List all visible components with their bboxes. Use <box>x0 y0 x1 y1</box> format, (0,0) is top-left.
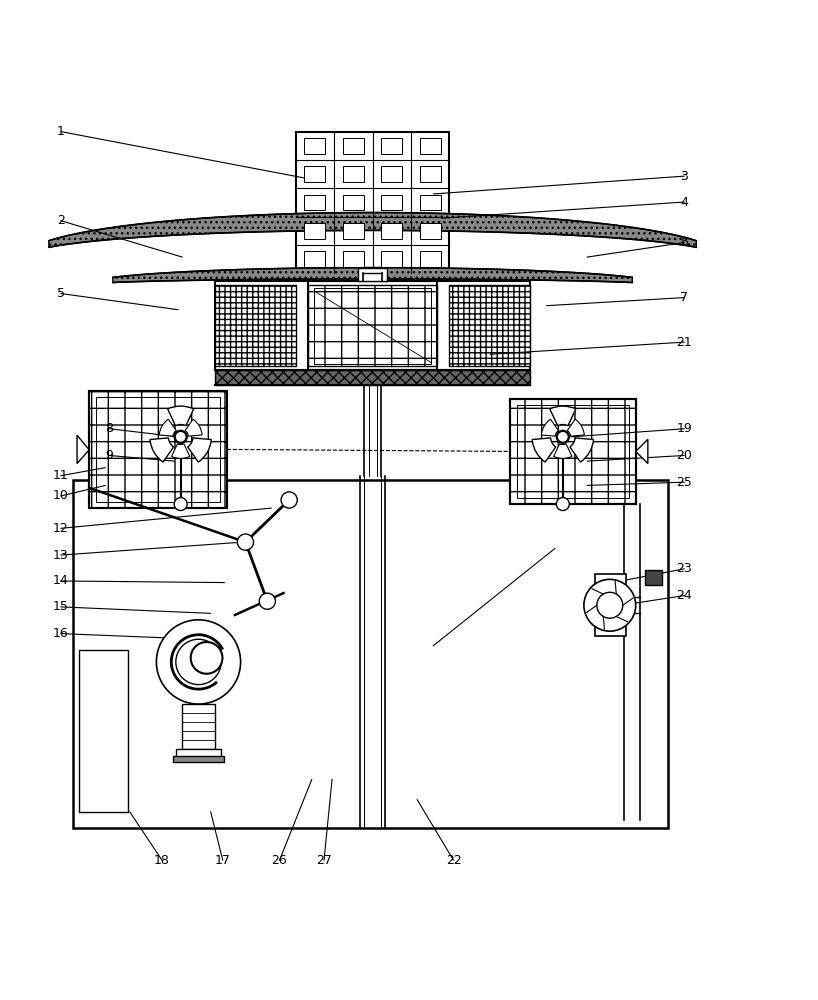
Bar <box>182 704 214 749</box>
Bar <box>214 281 530 370</box>
Circle shape <box>191 642 222 674</box>
Circle shape <box>156 620 240 704</box>
Wedge shape <box>185 419 202 436</box>
Text: 18: 18 <box>154 854 170 867</box>
Bar <box>308 285 438 366</box>
Text: 15: 15 <box>53 600 69 613</box>
Bar <box>304 138 326 154</box>
Bar <box>449 285 530 366</box>
Bar <box>343 251 364 267</box>
Wedge shape <box>554 444 572 458</box>
Text: 7: 7 <box>681 291 688 304</box>
Bar <box>596 574 626 636</box>
Circle shape <box>174 430 187 443</box>
Wedge shape <box>188 438 211 462</box>
Text: 21: 21 <box>676 336 692 349</box>
Wedge shape <box>533 438 555 462</box>
Circle shape <box>259 593 276 609</box>
Text: 19: 19 <box>676 422 692 435</box>
Bar <box>173 756 224 762</box>
Bar <box>89 391 227 508</box>
Text: 17: 17 <box>215 854 231 867</box>
Circle shape <box>556 498 569 511</box>
Wedge shape <box>570 438 594 462</box>
Bar <box>420 251 441 267</box>
Circle shape <box>597 592 622 618</box>
Text: 6: 6 <box>681 236 688 249</box>
Bar <box>381 223 402 239</box>
Bar <box>381 251 402 267</box>
Wedge shape <box>172 444 190 458</box>
Bar <box>420 195 441 210</box>
Bar <box>343 166 364 182</box>
Bar <box>645 570 662 585</box>
Bar <box>343 138 364 154</box>
Text: 10: 10 <box>53 489 69 502</box>
Text: 5: 5 <box>56 287 65 300</box>
Text: 27: 27 <box>316 854 332 867</box>
Bar <box>381 138 402 154</box>
Polygon shape <box>636 439 648 464</box>
Bar <box>358 268 387 281</box>
Bar <box>304 251 326 267</box>
Text: 24: 24 <box>676 589 692 602</box>
Bar <box>381 166 402 182</box>
Text: 20: 20 <box>676 449 692 462</box>
Text: 13: 13 <box>53 549 69 562</box>
Bar <box>304 195 326 210</box>
Bar <box>420 166 441 182</box>
Text: 8: 8 <box>106 422 114 435</box>
Bar <box>89 391 227 508</box>
Bar <box>510 399 636 504</box>
Text: 11: 11 <box>53 469 69 482</box>
Bar <box>214 285 295 366</box>
Circle shape <box>174 498 187 511</box>
Text: 2: 2 <box>57 214 65 227</box>
Bar <box>214 370 530 385</box>
Bar <box>510 399 636 504</box>
Bar <box>96 397 220 502</box>
Bar <box>304 166 326 182</box>
Circle shape <box>237 534 254 550</box>
Text: 26: 26 <box>272 854 287 867</box>
Circle shape <box>176 639 221 685</box>
Text: 3: 3 <box>681 170 688 183</box>
Text: 14: 14 <box>53 574 69 587</box>
Bar <box>79 650 128 812</box>
Bar <box>176 749 221 757</box>
Wedge shape <box>567 419 584 436</box>
Text: 1: 1 <box>57 125 65 138</box>
Circle shape <box>281 492 297 508</box>
Wedge shape <box>150 438 173 462</box>
Bar <box>304 223 326 239</box>
Text: 12: 12 <box>53 522 69 535</box>
Bar <box>343 223 364 239</box>
Circle shape <box>584 579 636 631</box>
Bar <box>381 195 402 210</box>
Circle shape <box>557 431 569 442</box>
Wedge shape <box>160 419 176 436</box>
Bar <box>295 132 449 273</box>
Text: 23: 23 <box>676 562 692 575</box>
Wedge shape <box>550 406 576 426</box>
Circle shape <box>175 431 187 442</box>
Bar <box>517 405 629 498</box>
Text: 25: 25 <box>676 476 692 489</box>
Wedge shape <box>168 406 194 426</box>
Bar <box>73 480 668 828</box>
Bar <box>308 281 438 370</box>
Polygon shape <box>77 435 89 464</box>
Bar <box>314 288 431 364</box>
Polygon shape <box>113 268 632 282</box>
Text: 16: 16 <box>53 627 69 640</box>
Wedge shape <box>542 419 559 436</box>
Bar <box>343 195 364 210</box>
Text: 4: 4 <box>681 196 688 209</box>
Bar <box>420 223 441 239</box>
Polygon shape <box>49 213 696 247</box>
Text: 22: 22 <box>446 854 461 867</box>
Circle shape <box>556 430 569 443</box>
Text: 9: 9 <box>106 449 114 462</box>
Bar <box>420 138 441 154</box>
